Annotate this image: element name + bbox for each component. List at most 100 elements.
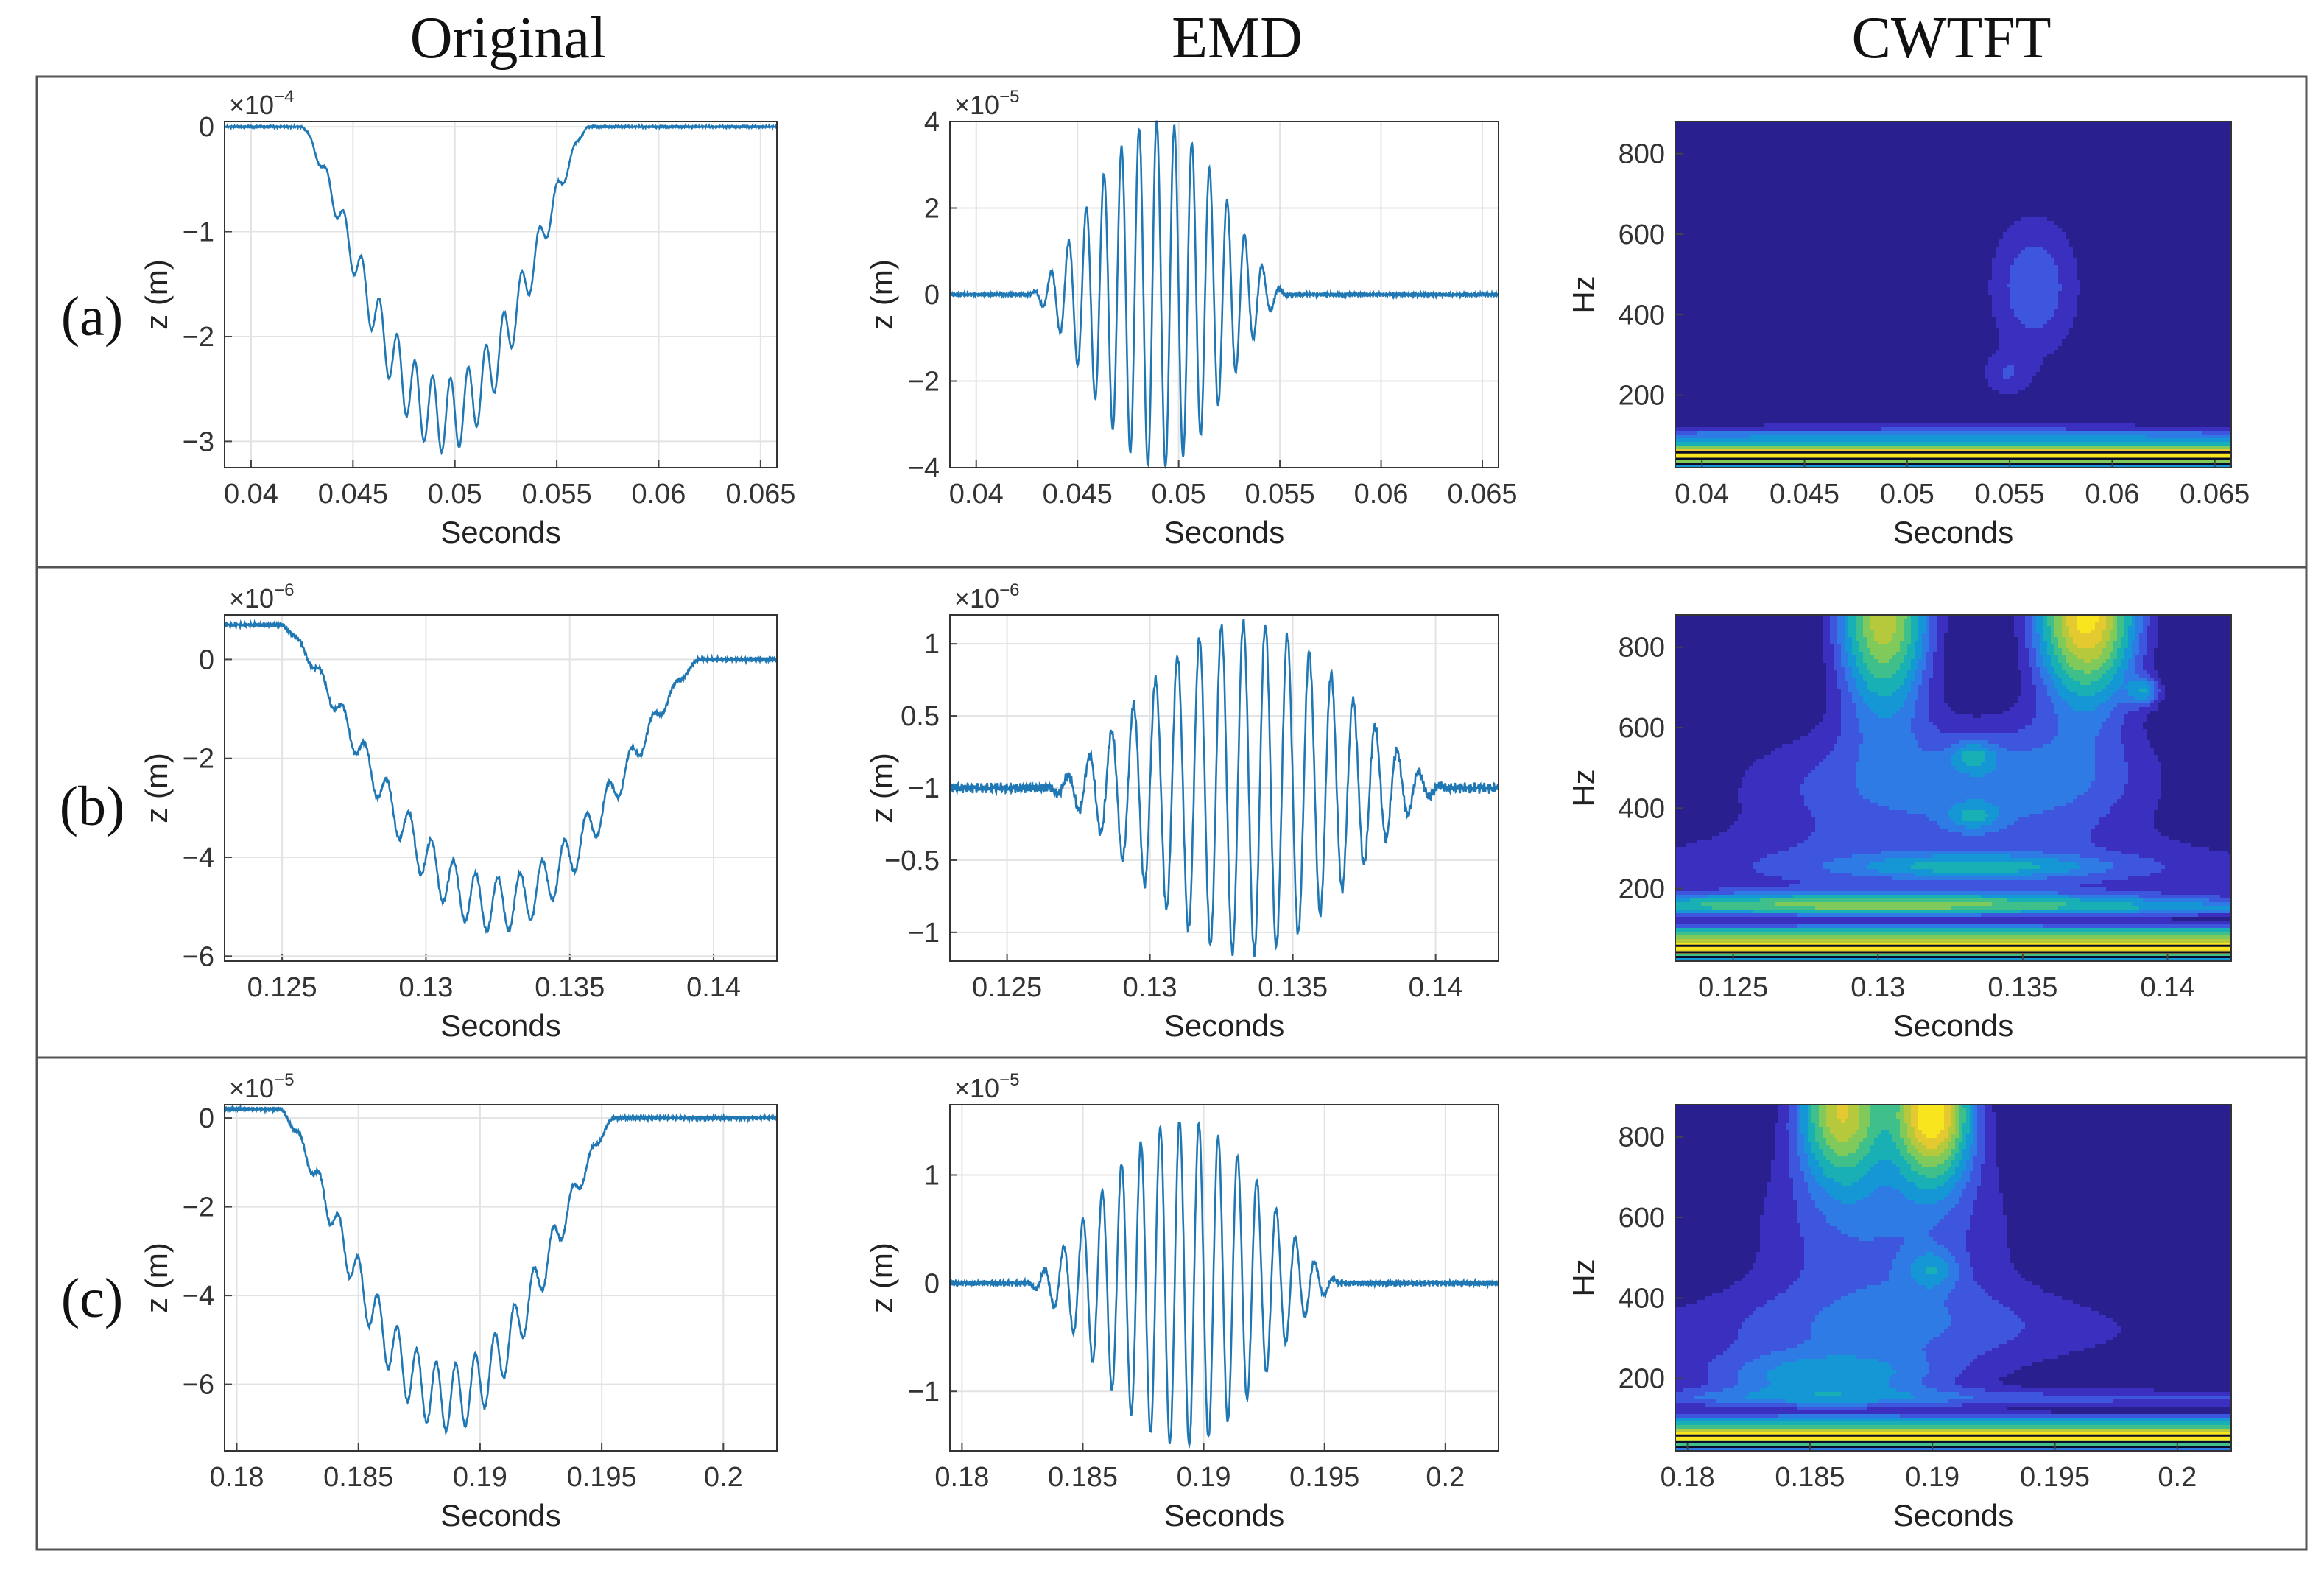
contour-cell — [2183, 140, 2188, 144]
contour-cell — [1811, 210, 1816, 214]
contour-cell — [2124, 232, 2129, 236]
contour-cell — [1904, 140, 1908, 144]
contour-cell — [1716, 140, 1720, 144]
contour-cell — [1815, 217, 1820, 222]
contour-cell — [2205, 217, 2210, 222]
contour-cell — [1771, 147, 1775, 152]
contour-cell — [1996, 195, 2000, 200]
contour-cell — [2172, 122, 2177, 126]
contour-cell — [1874, 236, 1878, 240]
contour-cell — [1892, 166, 1897, 170]
contour-cell — [1808, 133, 1812, 137]
contour-cell — [1944, 206, 1948, 211]
contour-cell — [1782, 232, 1786, 236]
contour-cell — [2161, 188, 2166, 192]
contour-cell — [1948, 210, 1952, 214]
contour-cell — [2069, 232, 2074, 236]
contour-cell — [1760, 236, 1764, 240]
contour-cell — [1918, 188, 1923, 192]
contour-cell — [1988, 188, 1993, 192]
contour-cell — [1981, 195, 1985, 200]
contour-cell — [1819, 191, 1823, 196]
contour-cell — [2180, 125, 2184, 130]
contour-cell — [1988, 217, 1993, 222]
contour-cell — [1892, 228, 1897, 233]
contour-cell — [1977, 140, 1982, 144]
contour-cell — [1697, 155, 1702, 159]
contour-cell — [1852, 162, 1856, 166]
contour-cell — [2158, 140, 2162, 144]
contour-cell — [2224, 169, 2228, 174]
contour-cell — [2066, 173, 2070, 177]
contour-cell — [1996, 188, 2000, 192]
contour-cell — [2088, 136, 2092, 141]
contour-cell — [1749, 144, 1753, 148]
contour-cell — [1694, 180, 1698, 185]
contour-cell — [2032, 129, 2037, 133]
contour-cell — [2102, 155, 2107, 159]
contour-cell — [2187, 195, 2191, 200]
contour-cell — [2121, 158, 2125, 163]
contour-cell — [2095, 210, 2099, 214]
contour-cell — [2172, 162, 2177, 166]
contour-cell — [1745, 210, 1750, 214]
contour-cell — [1944, 162, 1948, 166]
contour-cell — [1690, 221, 1694, 225]
contour-cell — [1778, 140, 1783, 144]
contour-cell — [1859, 125, 1864, 130]
contour-cell — [1815, 129, 1820, 133]
contour-cell — [1959, 236, 1963, 240]
y-tick-label: −1 — [183, 217, 214, 248]
contour-cell — [1937, 199, 1941, 203]
contour-cell — [1683, 169, 1687, 174]
contour-cell — [2021, 195, 2026, 200]
contour-cell — [1753, 177, 1757, 181]
contour-cell — [2099, 151, 2103, 155]
contour-cell — [2047, 214, 2052, 218]
contour-cell — [2066, 217, 2070, 222]
contour-cell — [2036, 203, 2040, 207]
contour-cell — [1764, 162, 1768, 166]
contour-cell — [1683, 232, 1687, 236]
contour-cell — [2228, 136, 2231, 141]
contour-cell — [2036, 214, 2040, 218]
contour-cell — [1889, 195, 1893, 200]
contour-cell — [1730, 236, 1735, 240]
contour-cell — [2084, 203, 2088, 207]
contour-cell — [1745, 158, 1750, 163]
contour-cell — [1782, 199, 1786, 203]
contour-cell — [1962, 225, 1967, 229]
contour-cell — [2198, 232, 2202, 236]
contour-cell — [1856, 155, 1860, 159]
axis-multiplier-base: ×10 — [229, 90, 274, 120]
contour-cell — [1977, 232, 1982, 236]
contour-cell — [1922, 225, 1926, 229]
contour-cell — [2194, 133, 2199, 137]
contour-cell — [2014, 217, 2018, 222]
contour-cell — [2007, 140, 2011, 144]
contour-cell — [1760, 173, 1764, 177]
contour-cell — [1951, 225, 1956, 229]
contour-cell — [2169, 173, 2173, 177]
contour-cell — [2058, 169, 2063, 174]
contour-cell — [1841, 184, 1845, 189]
contour-cell — [2183, 188, 2188, 192]
contour-cell — [2209, 144, 2214, 148]
contour-cell — [1962, 162, 1967, 166]
contour-cell — [2202, 158, 2206, 163]
contour-cell — [1775, 147, 1779, 152]
contour-cell — [1889, 217, 1893, 222]
contour-cell — [1977, 210, 1982, 214]
contour-cell — [1760, 221, 1764, 225]
contour-cell — [2139, 195, 2144, 200]
contour-cell — [1970, 203, 1974, 207]
contour-cell — [2147, 195, 2151, 200]
contour-cell — [1922, 173, 1926, 177]
contour-cell — [1686, 188, 1691, 192]
contour-cell — [1683, 133, 1687, 137]
contour-cell — [1786, 125, 1790, 130]
contour-cell — [1900, 232, 1904, 236]
contour-cell — [1933, 155, 1937, 159]
contour-cell — [1962, 129, 1967, 133]
contour-cell — [2043, 188, 2048, 192]
